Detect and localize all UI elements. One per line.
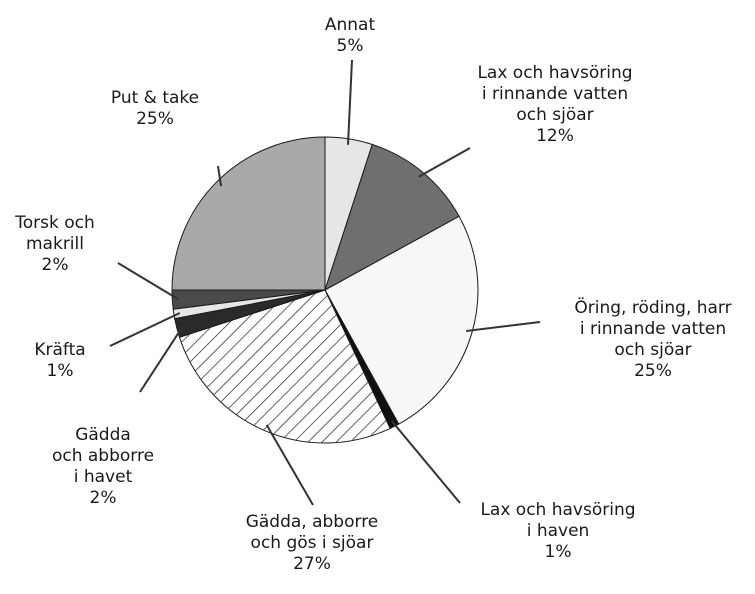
- leader-line-7: [117, 262, 179, 301]
- leader-line-0: [346, 59, 353, 145]
- slice-label-line: 12%: [536, 126, 574, 146]
- slice-label-8: Put & take 25%: [111, 88, 199, 129]
- slice-label-line: och abborre: [52, 446, 154, 466]
- leader-line-8: [217, 165, 223, 187]
- slice-label-line: Put & take: [111, 88, 199, 108]
- slice-label-4: Gädda, abborre och gös i sjöar 27%: [246, 512, 379, 574]
- slice-label-line: i havet: [74, 467, 133, 487]
- slice-label-line: Kräfta: [34, 340, 85, 360]
- slice-label-line: 1%: [47, 361, 74, 381]
- slice-label-line: 27%: [293, 554, 331, 574]
- leader-line-3: [390, 420, 461, 504]
- leader-line-6: [109, 312, 181, 347]
- slice-label-line: 1%: [545, 542, 572, 562]
- slice-label-3: Lax och havsöring i haven 1%: [480, 500, 635, 562]
- leader-line-2: [466, 321, 541, 333]
- pie-slice-1: [324, 143, 460, 292]
- slice-label-line: och sjöar: [516, 105, 593, 125]
- slice-label-line: Torsk och: [14, 213, 95, 233]
- pie-slice-4: [178, 289, 391, 444]
- slice-label-line: i haven: [527, 521, 590, 541]
- slice-label-line: i rinnande vatten: [482, 84, 628, 104]
- leader-line-1: [418, 147, 471, 178]
- slice-label-2: Öring, röding, harr i rinnande vatten och …: [574, 296, 731, 381]
- slice-label-line: Annat: [325, 15, 376, 35]
- slice-labels: Annat 5%Lax och havsöring i rinnande vatte…: [14, 15, 731, 574]
- slice-label-line: Gädda, abborre: [246, 512, 379, 532]
- slice-label-line: 2%: [42, 255, 69, 275]
- slice-label-line: och sjöar: [614, 340, 691, 360]
- slice-label-6: Kräfta 1%: [34, 340, 85, 381]
- slice-label-line: i rinnande vatten: [580, 319, 726, 339]
- pie-slice-8: [171, 136, 326, 291]
- slice-label-line: Lax och havsöring: [480, 500, 635, 520]
- slice-label-line: 5%: [337, 36, 364, 56]
- pie-slice-2: [324, 215, 479, 425]
- slice-label-line: Lax och havsöring: [477, 63, 632, 83]
- slice-label-line: Gädda: [75, 425, 131, 445]
- slice-label-0: Annat 5%: [325, 15, 376, 56]
- slice-label-7: Torsk och makrill 2%: [14, 213, 95, 275]
- leader-line-4: [265, 424, 314, 506]
- leader-lines: [109, 59, 541, 506]
- slice-label-1: Lax och havsöring i rinnande vatten och sj…: [477, 63, 632, 146]
- slice-label-line: Öring, röding, harr: [574, 296, 731, 318]
- slice-label-line: 25%: [634, 361, 672, 381]
- pie-slices: [171, 136, 479, 444]
- slice-label-line: makrill: [26, 234, 84, 254]
- slice-label-5: Gädda och abborre i havet 2%: [52, 425, 154, 508]
- slice-label-line: 25%: [136, 109, 174, 129]
- slice-label-line: och gös i sjöar: [251, 533, 374, 553]
- slice-label-line: 2%: [90, 488, 117, 508]
- leader-line-5: [139, 326, 184, 393]
